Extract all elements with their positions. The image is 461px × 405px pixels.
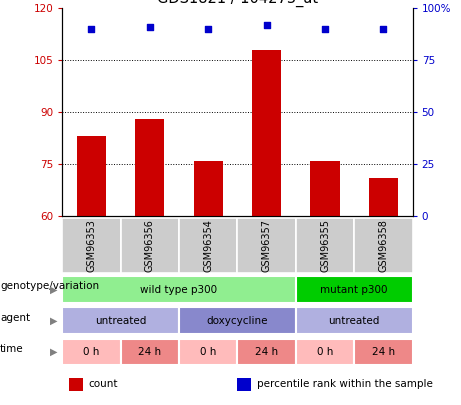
- Bar: [69, 378, 83, 391]
- Bar: [296, 218, 354, 273]
- Bar: [252, 50, 281, 216]
- Bar: [237, 218, 296, 273]
- Bar: [121, 339, 179, 365]
- Text: 24 h: 24 h: [372, 347, 395, 357]
- Bar: [369, 178, 398, 216]
- Point: [146, 23, 154, 30]
- Text: mutant p300: mutant p300: [320, 285, 388, 294]
- Text: 0 h: 0 h: [83, 347, 100, 357]
- Bar: [296, 276, 413, 303]
- Bar: [354, 218, 413, 273]
- Text: percentile rank within the sample: percentile rank within the sample: [257, 379, 432, 389]
- Bar: [62, 276, 296, 303]
- Text: ▶: ▶: [50, 316, 58, 326]
- Title: GDS1821 / 104273_at: GDS1821 / 104273_at: [157, 0, 318, 7]
- Text: genotype/variation: genotype/variation: [0, 281, 99, 291]
- Point: [88, 26, 95, 32]
- Text: ▶: ▶: [50, 347, 58, 357]
- Bar: [179, 218, 237, 273]
- Bar: [179, 339, 237, 365]
- Point: [263, 21, 270, 28]
- Bar: [354, 339, 413, 365]
- Bar: [179, 307, 296, 334]
- Point: [205, 26, 212, 32]
- Text: GSM96356: GSM96356: [145, 219, 155, 272]
- Text: GSM96357: GSM96357: [261, 219, 272, 272]
- Bar: [296, 339, 354, 365]
- Text: GSM96354: GSM96354: [203, 219, 213, 272]
- Text: 0 h: 0 h: [200, 347, 216, 357]
- Bar: [62, 339, 121, 365]
- Text: count: count: [89, 379, 118, 389]
- Text: time: time: [0, 344, 24, 354]
- Text: untreated: untreated: [95, 316, 146, 326]
- Bar: [62, 307, 179, 334]
- Bar: [237, 339, 296, 365]
- Text: GSM96353: GSM96353: [86, 219, 96, 272]
- Bar: [62, 218, 121, 273]
- Text: ▶: ▶: [50, 285, 58, 294]
- Text: GSM96358: GSM96358: [378, 219, 389, 272]
- Bar: [77, 136, 106, 216]
- Point: [321, 26, 329, 32]
- Text: 0 h: 0 h: [317, 347, 333, 357]
- Text: untreated: untreated: [329, 316, 380, 326]
- Bar: [237, 378, 251, 391]
- Bar: [310, 161, 340, 216]
- Bar: [296, 307, 413, 334]
- Bar: [121, 218, 179, 273]
- Point: [380, 26, 387, 32]
- Text: agent: agent: [0, 313, 30, 322]
- Bar: [135, 119, 165, 216]
- Text: 24 h: 24 h: [255, 347, 278, 357]
- Text: 24 h: 24 h: [138, 347, 161, 357]
- Bar: [194, 161, 223, 216]
- Text: doxycycline: doxycycline: [207, 316, 268, 326]
- Text: GSM96355: GSM96355: [320, 219, 330, 272]
- Text: wild type p300: wild type p300: [141, 285, 218, 294]
